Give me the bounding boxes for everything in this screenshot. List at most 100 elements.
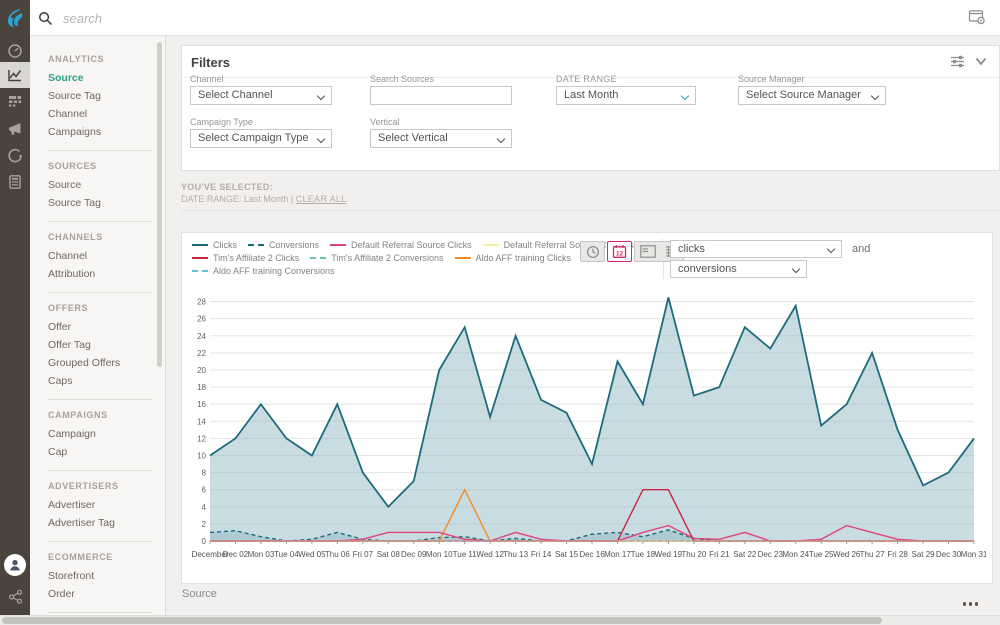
chevron-down-icon: [681, 92, 689, 100]
sidebar-item-advertiser-tag[interactable]: Advertiser Tag: [48, 514, 165, 532]
legend-item[interactable]: Aldo AFF training Conversions: [192, 266, 335, 276]
sidebar-item-source-tag[interactable]: Source Tag: [48, 87, 165, 105]
legend-swatch-icon: [455, 257, 471, 259]
section-divider: [181, 210, 1000, 211]
sidebar-item-attribution[interactable]: Attribution: [48, 265, 165, 283]
filter-input-search-sources[interactable]: [370, 86, 512, 105]
svg-text:Sat 22: Sat 22: [733, 550, 757, 559]
sliders-icon[interactable]: [950, 55, 965, 68]
metric-select-2[interactable]: conversions: [670, 260, 807, 278]
svg-text:22: 22: [197, 349, 206, 358]
sidebar-item-source-tag[interactable]: Source Tag: [48, 194, 165, 212]
select-value: Select Channel: [198, 89, 273, 101]
window-settings-icon[interactable]: [968, 9, 986, 30]
svg-text:Dec 16: Dec 16: [579, 550, 605, 559]
legend-item[interactable]: Tim's Affiliate 2 Clicks: [192, 253, 299, 263]
sidebar-item-offer[interactable]: Offer: [48, 318, 165, 336]
filter-select-campaign-type[interactable]: Select Campaign Type: [190, 129, 332, 148]
report-group-label: Source: [182, 588, 217, 600]
svg-text:Sat 15: Sat 15: [555, 550, 579, 559]
metric-select-1[interactable]: clicks: [670, 240, 842, 258]
legend-item[interactable]: Aldo AFF training Clicks: [455, 253, 572, 263]
sidebar-item-order[interactable]: Order: [48, 585, 165, 603]
sidebar-separator: [48, 470, 152, 471]
legend-item[interactable]: Default Referral Source Clicks: [330, 240, 472, 250]
sidebar-item-caps[interactable]: Caps: [48, 372, 165, 390]
sidebar-item-offer-tag[interactable]: Offer Tag: [48, 336, 165, 354]
user-avatar[interactable]: [4, 554, 26, 576]
filters-title: Filters: [191, 55, 230, 70]
filters-panel: Filters ChannelSelect ChannelSearch Sour…: [181, 45, 1000, 171]
svg-text:Sat 08: Sat 08: [377, 550, 401, 559]
filter-label: Channel: [190, 74, 224, 84]
svg-text:Wed 12: Wed 12: [476, 550, 504, 559]
sidebar-item-channel[interactable]: Channel: [48, 247, 165, 265]
filter-select-source-manager[interactable]: Select Source Manager: [738, 86, 886, 105]
clear-all-link[interactable]: CLEAR ALL: [296, 194, 347, 204]
sidebar-separator: [48, 150, 152, 151]
sidebar-item-cap[interactable]: Cap: [48, 443, 165, 461]
svg-text:Fri 21: Fri 21: [709, 550, 730, 559]
horizontal-scrollbar-track[interactable]: [0, 615, 1000, 625]
sidebar-item-storefront[interactable]: Storefront: [48, 567, 165, 585]
sidebar-section-header: ANALYTICS: [48, 54, 165, 64]
sidebar-item-grouped-offers[interactable]: Grouped Offers: [48, 354, 165, 372]
filter-label: Source Manager: [738, 74, 805, 84]
sidebar-separator: [48, 612, 152, 613]
legend-item[interactable]: Conversions: [248, 240, 319, 250]
select-value: Select Source Manager: [746, 89, 861, 101]
svg-text:Thu 06: Thu 06: [325, 550, 350, 559]
selected-heading: YOU'VE SELECTED:: [181, 182, 346, 192]
filter-label: Campaign Type: [190, 117, 253, 127]
clock-icon[interactable]: [580, 241, 605, 262]
svg-text:Fri 07: Fri 07: [353, 550, 374, 559]
collapse-chevron-icon[interactable]: [975, 57, 987, 66]
chevron-down-icon: [792, 265, 800, 273]
sidebar-item-source[interactable]: Source: [48, 69, 165, 87]
icon-rail: [0, 36, 30, 615]
svg-text:Dec 09: Dec 09: [401, 550, 427, 559]
sidebar-item-source[interactable]: Source: [48, 176, 165, 194]
horizontal-scrollbar-thumb[interactable]: [2, 617, 882, 624]
selected-separator: |: [291, 194, 293, 204]
svg-text:12: 12: [616, 251, 624, 258]
filter-select-vertical[interactable]: Select Vertical: [370, 129, 512, 148]
sidebar-scrollbar[interactable]: [157, 42, 162, 367]
svg-text:Wed 05: Wed 05: [298, 550, 326, 559]
calculator-icon[interactable]: [0, 169, 30, 195]
filter-select-date-range[interactable]: Last Month: [556, 86, 696, 105]
search-icon: [38, 11, 53, 26]
sidebar-item-campaign[interactable]: Campaign: [48, 425, 165, 443]
legend-label: Aldo AFF training Clicks: [476, 253, 572, 263]
analytics-icon[interactable]: [0, 62, 30, 88]
calendar-12-icon[interactable]: 12: [607, 241, 632, 262]
sidebar-item-channel[interactable]: Channel: [48, 105, 165, 123]
sidebar-item-campaigns[interactable]: Campaigns: [48, 123, 165, 141]
dashboard-icon[interactable]: [0, 38, 30, 64]
main-content: Filters ChannelSelect ChannelSearch Sour…: [166, 36, 1000, 615]
sidebar-section-header: ECOMMERCE: [48, 552, 165, 562]
app-logo[interactable]: [0, 0, 30, 36]
svg-text:8: 8: [202, 469, 207, 478]
svg-text:Wed 19: Wed 19: [655, 550, 683, 559]
legend-item[interactable]: Clicks: [192, 240, 237, 250]
legend-swatch-icon: [330, 244, 346, 246]
campaigns-icon[interactable]: [0, 116, 30, 142]
metric-conjunction: and: [852, 243, 870, 255]
search-input[interactable]: [63, 11, 363, 26]
selected-filters: YOU'VE SELECTED: DATE RANGE: Last Month …: [181, 182, 346, 204]
sidebar-item-advertiser[interactable]: Advertiser: [48, 496, 165, 514]
filter-select-channel[interactable]: Select Channel: [190, 86, 332, 105]
row-table-icon: [640, 245, 656, 258]
cake-logo-icon: [5, 7, 25, 29]
sidebar-separator: [48, 399, 152, 400]
svg-text:0: 0: [202, 537, 207, 546]
overflow-menu-icon[interactable]: [963, 602, 979, 606]
reports-icon[interactable]: [0, 88, 30, 114]
svg-text:Sat 29: Sat 29: [911, 550, 935, 559]
legend-item[interactable]: Tim's Affiliate 2 Conversions: [310, 253, 443, 263]
retention-icon[interactable]: [0, 143, 30, 169]
share-icon[interactable]: [0, 583, 30, 609]
legend-swatch-icon: [483, 244, 499, 246]
legend-label: Default Referral Source Clicks: [351, 240, 472, 250]
